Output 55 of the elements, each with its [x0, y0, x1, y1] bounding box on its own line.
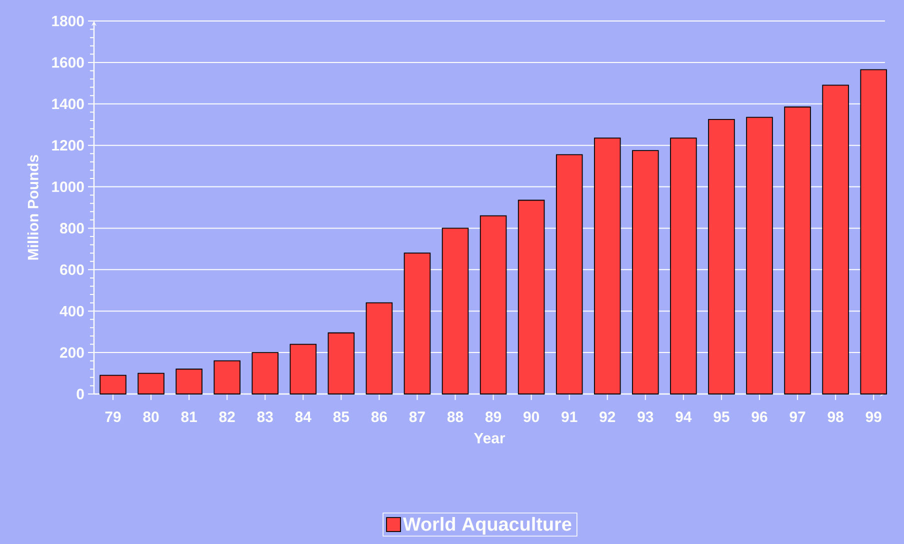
- y-tick-label: 600: [60, 264, 84, 275]
- y-tick-label: 200: [60, 347, 84, 358]
- x-tick-label: 79: [105, 412, 121, 422]
- legend-label: World Aquaculture: [402, 516, 572, 535]
- x-tick-label: 90: [524, 412, 540, 422]
- bar: [594, 138, 621, 394]
- bar: [708, 118, 735, 394]
- bar: [860, 69, 887, 394]
- y-axis-title: Million Pounds: [27, 154, 38, 260]
- x-tick-label: 88: [447, 412, 464, 422]
- x-tick-label: 91: [562, 412, 578, 422]
- x-tick-label: 94: [676, 412, 692, 422]
- bar: [746, 116, 773, 394]
- x-tick-label: 93: [638, 412, 654, 422]
- x-tick-label: 84: [295, 412, 312, 422]
- y-tick-label: 800: [60, 222, 84, 234]
- bar: [480, 215, 507, 394]
- x-tick-label: 87: [409, 412, 425, 422]
- x-tick-label: 86: [371, 412, 387, 422]
- bar: [252, 352, 278, 394]
- x-tick-label: 81: [181, 412, 197, 422]
- x-tick-label: 95: [714, 412, 730, 422]
- bar: [328, 332, 355, 394]
- y-tick-label: 1400: [52, 98, 84, 110]
- x-tick-label: 89: [485, 412, 502, 422]
- y-tick-label: 1000: [52, 181, 84, 192]
- x-axis-title: Year: [474, 432, 506, 444]
- x-tick-label: 85: [333, 412, 350, 422]
- bar: [670, 138, 697, 394]
- y-tick-label: 400: [60, 306, 84, 316]
- bar: [100, 374, 126, 394]
- x-tick-label: 92: [600, 412, 616, 422]
- bar: [632, 150, 659, 394]
- bar: [442, 228, 469, 394]
- bar: [214, 360, 240, 394]
- y-tick-label: 1600: [52, 57, 84, 68]
- bar: [404, 252, 431, 394]
- x-tick-label: 99: [866, 412, 882, 422]
- bar: [784, 106, 811, 394]
- y-tick-label: 1200: [52, 140, 84, 151]
- bar: [290, 344, 317, 394]
- bar: [176, 368, 202, 394]
- bar: [366, 302, 393, 394]
- x-tick-label: 83: [257, 412, 273, 422]
- y-tick-label: 0: [76, 388, 84, 400]
- x-tick-label: 80: [143, 412, 159, 422]
- y-tick-label: 1800: [52, 16, 84, 26]
- x-tick-label: 82: [219, 412, 235, 422]
- x-tick-label: 97: [790, 412, 806, 422]
- x-tick-label: 96: [752, 412, 768, 422]
- bar: [822, 84, 849, 394]
- x-tick-label: 98: [828, 412, 844, 422]
- bar: [556, 154, 583, 394]
- bar: [518, 200, 545, 394]
- bar: [138, 372, 164, 394]
